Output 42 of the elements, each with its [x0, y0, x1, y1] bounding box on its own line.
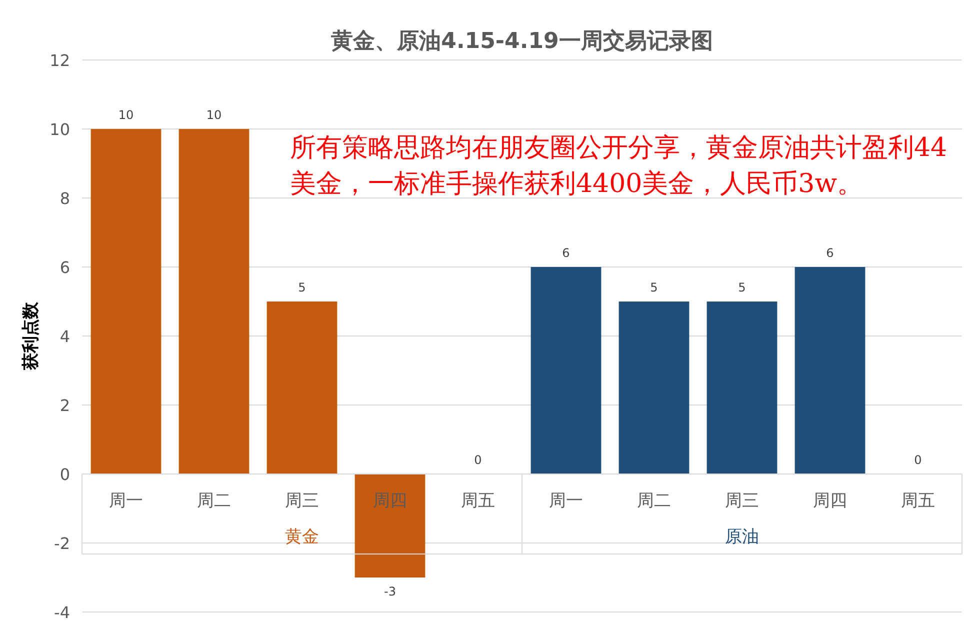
data-label: 6: [562, 246, 570, 260]
bar: [266, 302, 338, 474]
y-tick-label: 0: [60, 465, 70, 484]
y-tick-label: 2: [60, 396, 70, 415]
y-tick-label: 6: [60, 258, 70, 277]
x-tick-label: 周二: [197, 491, 231, 511]
bar: [794, 267, 866, 474]
bar: [178, 129, 250, 474]
x-tick-label: 周二: [637, 491, 671, 511]
x-tick-label: 周五: [461, 491, 495, 511]
bar: [90, 129, 162, 474]
data-label: 6: [826, 246, 834, 260]
data-label: -3: [384, 584, 396, 598]
x-tick-label: 周五: [901, 491, 935, 511]
x-tick-label: 周一: [549, 491, 583, 511]
y-axis-title: 获利点数: [21, 301, 41, 371]
y-tick-label: 10: [50, 120, 70, 139]
data-label: 10: [118, 108, 134, 122]
text: 黄金: [285, 527, 319, 547]
x-tick-label: 周四: [373, 491, 407, 511]
chart-title: 黄金、原油4.15-4.19一周交易记录图: [330, 28, 713, 54]
data-label: 5: [650, 280, 658, 294]
y-tick-label: 8: [60, 189, 70, 208]
bar: [706, 302, 778, 474]
y-tick-label: 4: [60, 327, 70, 346]
x-tick-label: 周三: [725, 491, 759, 511]
y-tick-label: -2: [54, 534, 70, 553]
bar: [618, 302, 690, 474]
data-label: 10: [206, 108, 222, 122]
data-label: 5: [738, 280, 746, 294]
y-tick-label: 12: [50, 51, 70, 70]
text: 原油: [725, 527, 759, 547]
x-tick-label: 周四: [813, 491, 847, 511]
x-tick-label: 周三: [285, 491, 319, 511]
bar: [530, 267, 602, 474]
data-label: 0: [914, 453, 922, 467]
data-label: 5: [298, 280, 306, 294]
x-tick-label: 周一: [109, 491, 143, 511]
data-label: 0: [474, 453, 482, 467]
y-tick-label: -4: [54, 603, 70, 622]
bar: [354, 474, 426, 578]
annotation: 所有策略思路均在朋友圈公开分享，黄金原油共计盈利44美金，一标准手操作获利4400美金，人民币3w。: [290, 132, 948, 201]
